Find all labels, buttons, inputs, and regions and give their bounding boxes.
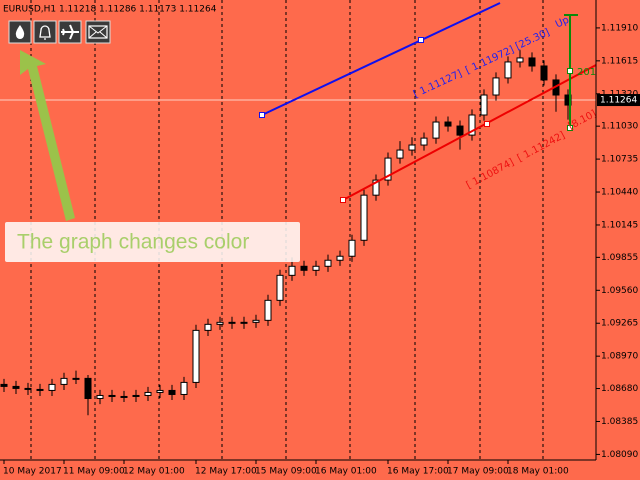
chart-title: EURUSD,H1 1.11218 1.11286 1.11173 1.1126… [3, 5, 217, 15]
candle-body [420, 137, 428, 146]
y-tick-label: 1.09855 [601, 253, 638, 263]
x-tick-label: 18 May 01:00 [507, 467, 569, 477]
candle-body [96, 394, 104, 399]
candle-body [360, 194, 368, 241]
candle-body [180, 381, 188, 395]
y-tick-label: 1.11910 [601, 23, 638, 33]
candle-body [456, 125, 464, 136]
candle-body [132, 394, 140, 397]
line-node [567, 125, 573, 131]
candle-body [444, 121, 452, 127]
candle-body [84, 377, 92, 399]
line-annotation: Up [554, 15, 571, 31]
candle-body [72, 377, 80, 380]
overlay-box [5, 222, 300, 262]
candle-body [144, 391, 152, 396]
candle-body [528, 57, 536, 67]
candle-body [120, 395, 128, 398]
toolbar [8, 20, 111, 44]
candle-body [432, 121, 440, 139]
drop-button[interactable] [8, 20, 32, 44]
candle-body [384, 157, 392, 181]
y-tick-label: 1.08970 [601, 352, 638, 362]
y-tick-label: 1.11615 [601, 56, 638, 66]
candle-body [216, 321, 224, 325]
candle-body [108, 394, 116, 397]
candle-body [312, 265, 320, 271]
x-tick-label: 11 May 09:00 [63, 467, 125, 477]
pointer-arrow [20, 50, 75, 221]
candle-body [204, 323, 212, 331]
y-tick-label: 1.10145 [601, 220, 638, 230]
x-tick-label: 15 May 09:00 [255, 467, 317, 477]
trend-line-blue [261, 2, 501, 116]
overlay-text: The graph changes color [17, 231, 249, 254]
candles [0, 50, 572, 416]
candle-body [288, 265, 296, 276]
candle-body [480, 94, 488, 116]
x-tick-label: 10 May 2017 [3, 467, 62, 477]
line-annotation: 201 [577, 67, 596, 78]
mail-button[interactable] [85, 20, 111, 44]
x-tick-label: 17 May 09:00 [447, 467, 509, 477]
candle-body [168, 389, 176, 395]
candle-body [408, 144, 416, 151]
y-tick-label: 1.10440 [601, 188, 638, 198]
candle-body [516, 57, 524, 63]
current-price-label: 1.11264 [600, 96, 637, 106]
candle-body [240, 321, 248, 324]
axis-labels: 1.119101.116151.113201.110301.107351.104… [3, 23, 640, 477]
candle-body [228, 321, 236, 324]
candle-body [468, 114, 476, 136]
candle-body [300, 265, 308, 271]
candle-body [192, 329, 200, 383]
y-tick-label: 1.11030 [601, 122, 638, 132]
candle-body [48, 383, 56, 391]
line-node [484, 121, 490, 127]
candle-body [12, 385, 20, 389]
y-tick-label: 1.09560 [601, 286, 638, 296]
candle-body [492, 77, 500, 96]
x-tick-label: 16 May 01:00 [315, 467, 377, 477]
axis-ticks [0, 27, 600, 464]
candle-body [396, 149, 404, 159]
y-tick-label: 1.09265 [601, 319, 638, 329]
y-tick-label: 1.08680 [601, 384, 638, 394]
line-node [418, 37, 424, 43]
y-tick-label: 1.10735 [601, 155, 638, 165]
candle-body [24, 387, 32, 390]
candle-body [60, 377, 68, 385]
y-tick-label: 1.08385 [601, 417, 638, 427]
candle-body [276, 274, 284, 301]
line-node [340, 197, 346, 203]
candle-body [324, 259, 332, 267]
x-tick-label: 16 May 17:00 [387, 467, 449, 477]
flight-button[interactable] [58, 20, 82, 44]
alert-button[interactable] [33, 20, 57, 44]
y-tick-label: 1.08090 [601, 450, 638, 460]
candle-body [540, 65, 548, 81]
trend-line-red [342, 64, 597, 201]
line-node [259, 112, 265, 118]
line-node [567, 68, 573, 74]
candle-body [0, 383, 8, 387]
candle-body [348, 239, 356, 257]
candle-body [336, 255, 344, 261]
x-tick-label: 12 May 01:00 [123, 467, 185, 477]
candle-body [252, 319, 260, 323]
candle-body [372, 179, 380, 196]
candle-body [264, 299, 272, 321]
candle-body [156, 389, 164, 393]
candle-body [504, 61, 512, 79]
candle-body [36, 388, 44, 391]
x-tick-label: 12 May 17:00 [195, 467, 257, 477]
current-price-tag [597, 94, 640, 107]
